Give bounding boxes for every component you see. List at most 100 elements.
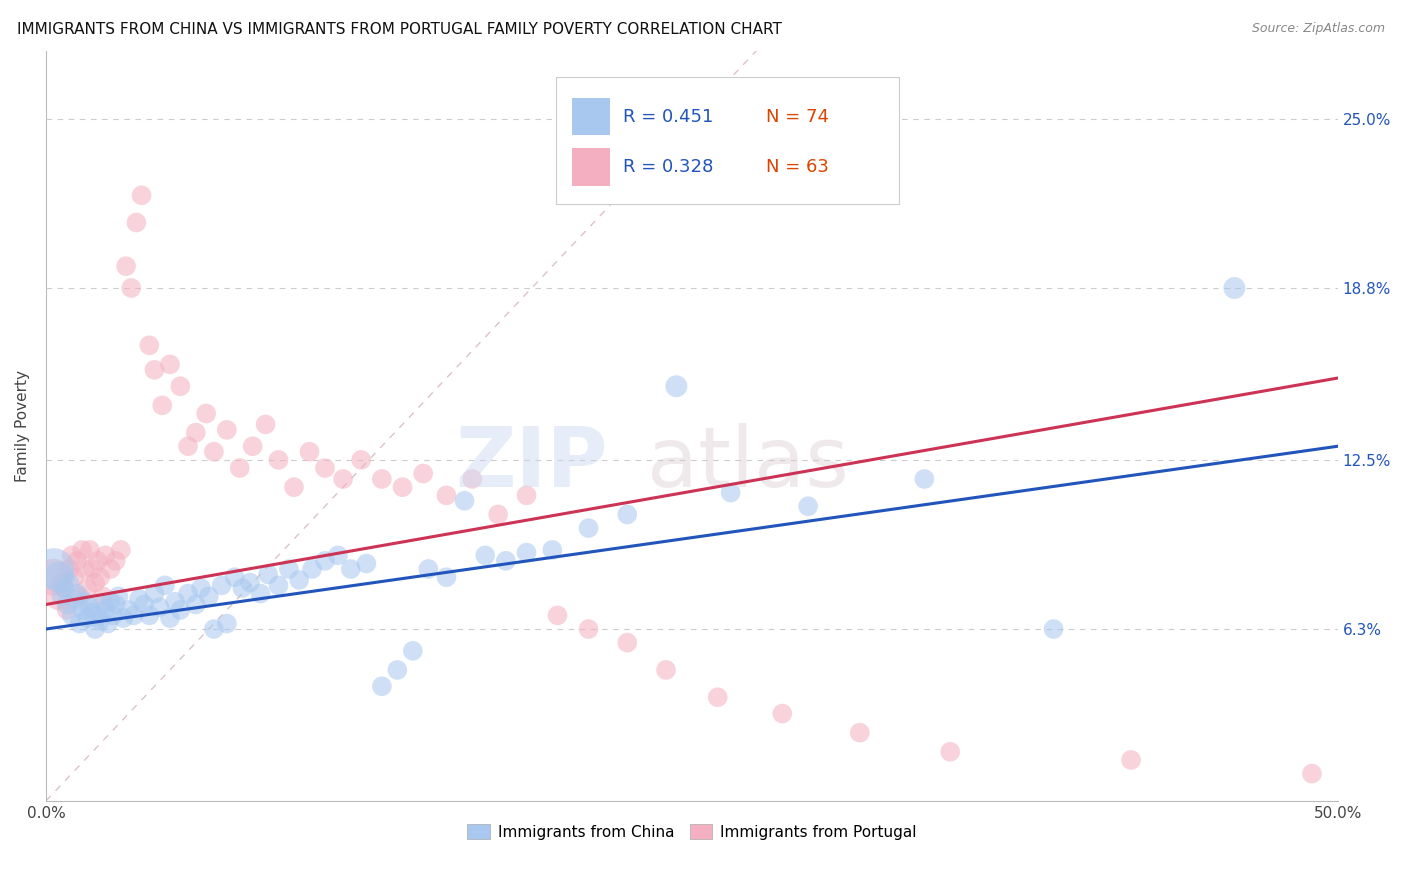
Point — [249, 586, 271, 600]
Point — [104, 598, 127, 612]
Point — [849, 725, 872, 739]
Point — [797, 500, 820, 514]
Point — [76, 611, 98, 625]
Point — [356, 557, 378, 571]
Point — [665, 379, 688, 393]
Point — [143, 586, 166, 600]
Point — [314, 554, 336, 568]
Point — [515, 546, 537, 560]
Text: R = 0.451: R = 0.451 — [623, 108, 714, 126]
Text: N = 74: N = 74 — [765, 108, 828, 126]
Point — [143, 363, 166, 377]
Point — [257, 567, 280, 582]
Point — [371, 472, 394, 486]
Point — [314, 461, 336, 475]
Point — [720, 485, 742, 500]
Point — [66, 586, 89, 600]
Y-axis label: Family Poverty: Family Poverty — [15, 370, 30, 482]
Point — [107, 589, 129, 603]
Point — [122, 608, 145, 623]
Point — [177, 586, 200, 600]
Point — [79, 542, 101, 557]
Point — [134, 598, 156, 612]
Point — [66, 554, 89, 568]
Point — [616, 635, 638, 649]
Point — [267, 453, 290, 467]
Point — [60, 549, 83, 563]
Point — [1223, 281, 1246, 295]
Point — [332, 472, 354, 486]
Point — [104, 554, 127, 568]
Point — [197, 589, 219, 603]
Point — [326, 549, 349, 563]
Point — [1119, 753, 1142, 767]
Point — [169, 379, 191, 393]
Point — [53, 581, 76, 595]
Point — [128, 592, 150, 607]
Point — [86, 554, 108, 568]
Point — [70, 542, 93, 557]
FancyBboxPatch shape — [557, 77, 898, 204]
Point — [288, 573, 311, 587]
Point — [84, 622, 107, 636]
Text: IMMIGRANTS FROM CHINA VS IMMIGRANTS FROM PORTUGAL FAMILY POVERTY CORRELATION CHA: IMMIGRANTS FROM CHINA VS IMMIGRANTS FROM… — [17, 22, 782, 37]
FancyBboxPatch shape — [572, 148, 610, 186]
Point — [229, 461, 252, 475]
Point — [402, 644, 425, 658]
Point — [55, 603, 77, 617]
Point — [371, 679, 394, 693]
Point — [63, 570, 86, 584]
Text: atlas: atlas — [647, 423, 848, 504]
Point — [63, 592, 86, 607]
Point — [254, 417, 277, 432]
Point — [94, 603, 117, 617]
Point — [76, 581, 98, 595]
Point — [138, 608, 160, 623]
Point — [48, 570, 70, 584]
Point — [91, 598, 114, 612]
Point — [202, 622, 225, 636]
Point — [53, 581, 76, 595]
Point — [418, 562, 440, 576]
Point — [239, 575, 262, 590]
Point — [115, 259, 138, 273]
Point — [578, 622, 600, 636]
Point — [547, 608, 569, 623]
Point — [190, 581, 212, 595]
Point — [58, 575, 80, 590]
Point — [84, 575, 107, 590]
Point — [153, 578, 176, 592]
Point — [82, 606, 104, 620]
Point — [706, 690, 728, 705]
Point — [616, 508, 638, 522]
Point — [195, 407, 218, 421]
Point — [770, 706, 793, 721]
Point — [42, 562, 65, 576]
Point — [541, 542, 564, 557]
Point — [125, 215, 148, 229]
Point — [495, 554, 517, 568]
Point — [165, 595, 187, 609]
Point — [283, 480, 305, 494]
Point — [51, 589, 73, 603]
Point — [277, 562, 299, 576]
Point — [177, 439, 200, 453]
Point — [86, 608, 108, 623]
Point — [474, 549, 496, 563]
Point — [73, 562, 96, 576]
Point — [48, 589, 70, 603]
Point — [202, 444, 225, 458]
Point — [387, 663, 409, 677]
Point — [60, 608, 83, 623]
Point — [215, 616, 238, 631]
Point — [436, 570, 458, 584]
Point — [100, 595, 122, 609]
Point — [912, 472, 935, 486]
Point — [301, 562, 323, 576]
Point — [391, 480, 413, 494]
Point — [58, 562, 80, 576]
Point — [150, 398, 173, 412]
Point — [461, 472, 484, 486]
Point — [120, 281, 142, 295]
Point — [1301, 766, 1323, 780]
